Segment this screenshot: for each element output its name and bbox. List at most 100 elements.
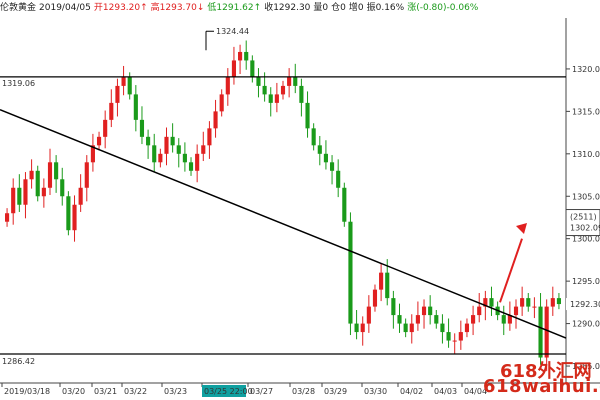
price-tick-label: 1310.00 [572, 150, 600, 159]
candle-body [280, 85, 286, 95]
candle-body [464, 323, 470, 333]
candle-body [11, 187, 16, 214]
symbol-name: 伦敦黄金 [0, 3, 37, 13]
candle-body [250, 60, 255, 78]
candle-body [29, 170, 34, 180]
candle-body [323, 153, 328, 163]
candle-body [201, 145, 206, 154]
candle-body [513, 306, 519, 316]
time-tick-label: 03/21 [94, 387, 117, 396]
oi-change: 增0 [348, 3, 364, 13]
candle-body [489, 298, 494, 307]
amplitude: 振0.16% [366, 3, 405, 13]
candle-body [287, 77, 292, 86]
open-interest: 仓0 [331, 3, 346, 13]
candle-body [127, 77, 132, 95]
time-tick-label: 03/27 [250, 387, 273, 396]
candle-body [231, 60, 237, 78]
candle-body [434, 315, 439, 324]
watermark-logo: 618外汇网 [500, 361, 592, 382]
time-cursor-label: 03/25 22:00 [204, 387, 253, 396]
price-tick-label: 1295.00 [572, 277, 600, 286]
time-tick-label: 04/04 [464, 387, 487, 396]
current-price-label: 1292.30 [570, 300, 600, 309]
current-price-box [566, 298, 600, 311]
crosshair-count-label: (2511) [570, 213, 597, 222]
price-tick-label: 1305.00 [572, 192, 600, 201]
candle-body [164, 136, 169, 154]
candle-body [471, 315, 476, 324]
close-price: 收1292.30 [264, 3, 311, 13]
candle-body [520, 298, 525, 307]
candle-body [446, 332, 451, 341]
price-tick-label: 1285.00 [572, 362, 600, 371]
time-tick-label: 03/23 [164, 387, 187, 396]
candle-body [385, 272, 390, 299]
candle-body [139, 119, 145, 137]
crosshair-price-box [565, 209, 600, 237]
candle-body [336, 170, 341, 188]
time-tick-label: 03/20 [62, 387, 85, 396]
candle-body [146, 136, 151, 146]
price-tick-label: 1300.00 [572, 235, 600, 244]
candle-body [103, 119, 108, 137]
low-price: 低1291.62↑ [207, 3, 262, 13]
candle-body [317, 145, 322, 154]
candle-body [84, 162, 89, 188]
candle-body [538, 306, 543, 358]
quote-header: 伦敦黄金 2019/04/05 开1293.20↑ 高1293.70↓ 低1291.62… [0, 0, 600, 16]
candle-body [305, 102, 310, 129]
time-tick-label: 04/03 [434, 387, 457, 396]
candle-body [47, 162, 53, 188]
candle-body [477, 306, 482, 316]
candle-body [354, 323, 359, 333]
candle-body [17, 187, 22, 205]
candle-body [158, 153, 163, 163]
candle-body [225, 77, 230, 95]
candle-body [391, 298, 396, 316]
candle-body [403, 323, 408, 333]
trend-arrow [499, 238, 523, 303]
candle-body [366, 306, 371, 324]
candle-body [550, 298, 555, 307]
candle-body [188, 162, 194, 171]
trendline [0, 108, 567, 339]
candle-body [238, 51, 243, 61]
candle-body [311, 128, 316, 146]
candle-body [176, 145, 181, 154]
candle-body [23, 179, 28, 205]
candle-body [532, 306, 537, 308]
time-tick-label: 03/22 [124, 387, 147, 396]
high-label: 1324.44 [216, 27, 249, 36]
candle-body [182, 153, 187, 163]
resistance-label: 1319.06 [2, 79, 35, 88]
candle-body [458, 332, 463, 341]
candle-body [262, 85, 267, 95]
watermark-url: 618waihui.com [483, 376, 600, 397]
candle-body [256, 77, 261, 86]
candle-body [372, 289, 378, 307]
candle-body [299, 85, 304, 103]
time-tick-label: 04/02 [400, 387, 423, 396]
candle-body [268, 94, 273, 103]
candle-body [78, 187, 83, 205]
candle-body [60, 179, 65, 197]
price-change: 涨(-0.80)-0.06% [407, 3, 479, 13]
candle-body [109, 102, 114, 120]
candle-body [90, 145, 95, 163]
time-tick-label: 2019/03/18 [4, 387, 50, 396]
candle-body [293, 77, 298, 86]
candle-body [121, 77, 126, 86]
candle-body [556, 298, 561, 305]
candle-body [152, 145, 157, 163]
candle-body [195, 153, 200, 171]
candle-body [274, 94, 279, 103]
volume: 量0 [313, 3, 329, 13]
price-tick-label: 1290.00 [572, 320, 600, 329]
candle-body [379, 272, 384, 290]
crosshair-price-label: 1302.09 [570, 224, 600, 233]
candle-body [507, 315, 512, 324]
open-price: 开1293.20↑ [93, 3, 148, 13]
